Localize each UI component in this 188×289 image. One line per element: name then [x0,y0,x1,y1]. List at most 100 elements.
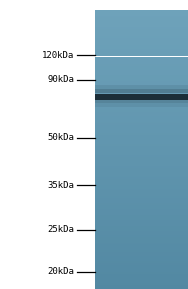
Bar [95,17,188,19]
Bar [95,42,188,43]
Bar [95,166,188,168]
Bar [95,268,188,271]
Bar [95,194,188,196]
Bar [95,246,188,248]
Bar [95,12,188,14]
Bar [95,94,188,96]
Bar [95,222,188,224]
Bar [95,155,188,157]
Bar [95,68,188,70]
Bar [95,110,188,112]
Bar [95,51,188,53]
Bar [95,84,188,86]
Bar [95,220,188,222]
Bar [95,272,188,274]
Bar [95,233,188,235]
Bar [95,248,188,250]
Bar [95,146,188,148]
Bar [95,192,188,194]
Bar [95,203,188,205]
Text: 90kDa: 90kDa [47,75,74,84]
Bar [95,244,188,246]
Bar [95,21,188,23]
Bar [95,216,188,218]
Bar [95,187,188,188]
Bar [95,38,188,40]
Bar [95,162,188,164]
Bar [95,263,188,265]
Bar [95,159,188,161]
Bar [95,55,188,57]
Text: 120kDa: 120kDa [42,51,74,60]
Bar [95,164,188,166]
Bar [95,32,188,34]
Bar [95,77,188,79]
Bar [95,92,188,94]
Bar [95,172,188,174]
Text: 50kDa: 50kDa [47,134,74,142]
Bar [95,62,188,64]
Bar [95,99,188,103]
Bar [95,202,188,203]
Bar [95,85,188,89]
Bar [95,136,188,138]
Bar [95,276,188,278]
Bar [95,151,188,153]
Bar [95,25,188,27]
Bar [95,237,188,239]
Text: 35kDa: 35kDa [47,181,74,190]
Bar [95,23,188,25]
Bar [95,280,188,281]
Bar [95,112,188,114]
Bar [95,135,188,136]
Bar [95,218,188,220]
Bar [95,274,188,276]
Bar [95,73,188,75]
Bar [95,90,188,92]
Bar [95,71,188,73]
Text: 20kDa: 20kDa [47,268,74,277]
Bar [95,261,188,263]
Bar [95,133,188,135]
Bar [95,114,188,116]
Bar [95,228,188,229]
Bar [95,107,188,109]
Bar [95,174,188,175]
Bar [95,188,188,190]
Bar [95,149,188,151]
Bar [95,49,188,51]
Bar [95,116,188,118]
Bar [95,200,188,202]
Bar [95,209,188,211]
Bar [95,255,188,257]
Bar [95,103,188,107]
Bar [95,103,188,105]
Bar [95,205,188,207]
Bar [95,81,188,83]
Bar [95,161,188,162]
Bar [95,118,188,120]
Bar [95,284,188,285]
Bar [95,66,188,68]
Bar [95,19,188,21]
Bar [95,170,188,172]
Bar [95,148,188,149]
Bar [95,131,188,133]
Bar [95,99,188,101]
Bar [95,224,188,226]
Bar [95,105,188,107]
Bar [95,259,188,261]
Bar [95,267,188,268]
Bar [95,196,188,198]
Bar [95,281,188,284]
Bar [95,254,188,255]
Bar [95,70,188,71]
Bar [95,142,188,144]
Bar [95,64,188,66]
Bar [95,278,188,280]
Bar [95,101,188,103]
Bar [95,229,188,231]
Bar [95,175,188,177]
Bar [95,29,188,30]
Bar [95,207,188,209]
